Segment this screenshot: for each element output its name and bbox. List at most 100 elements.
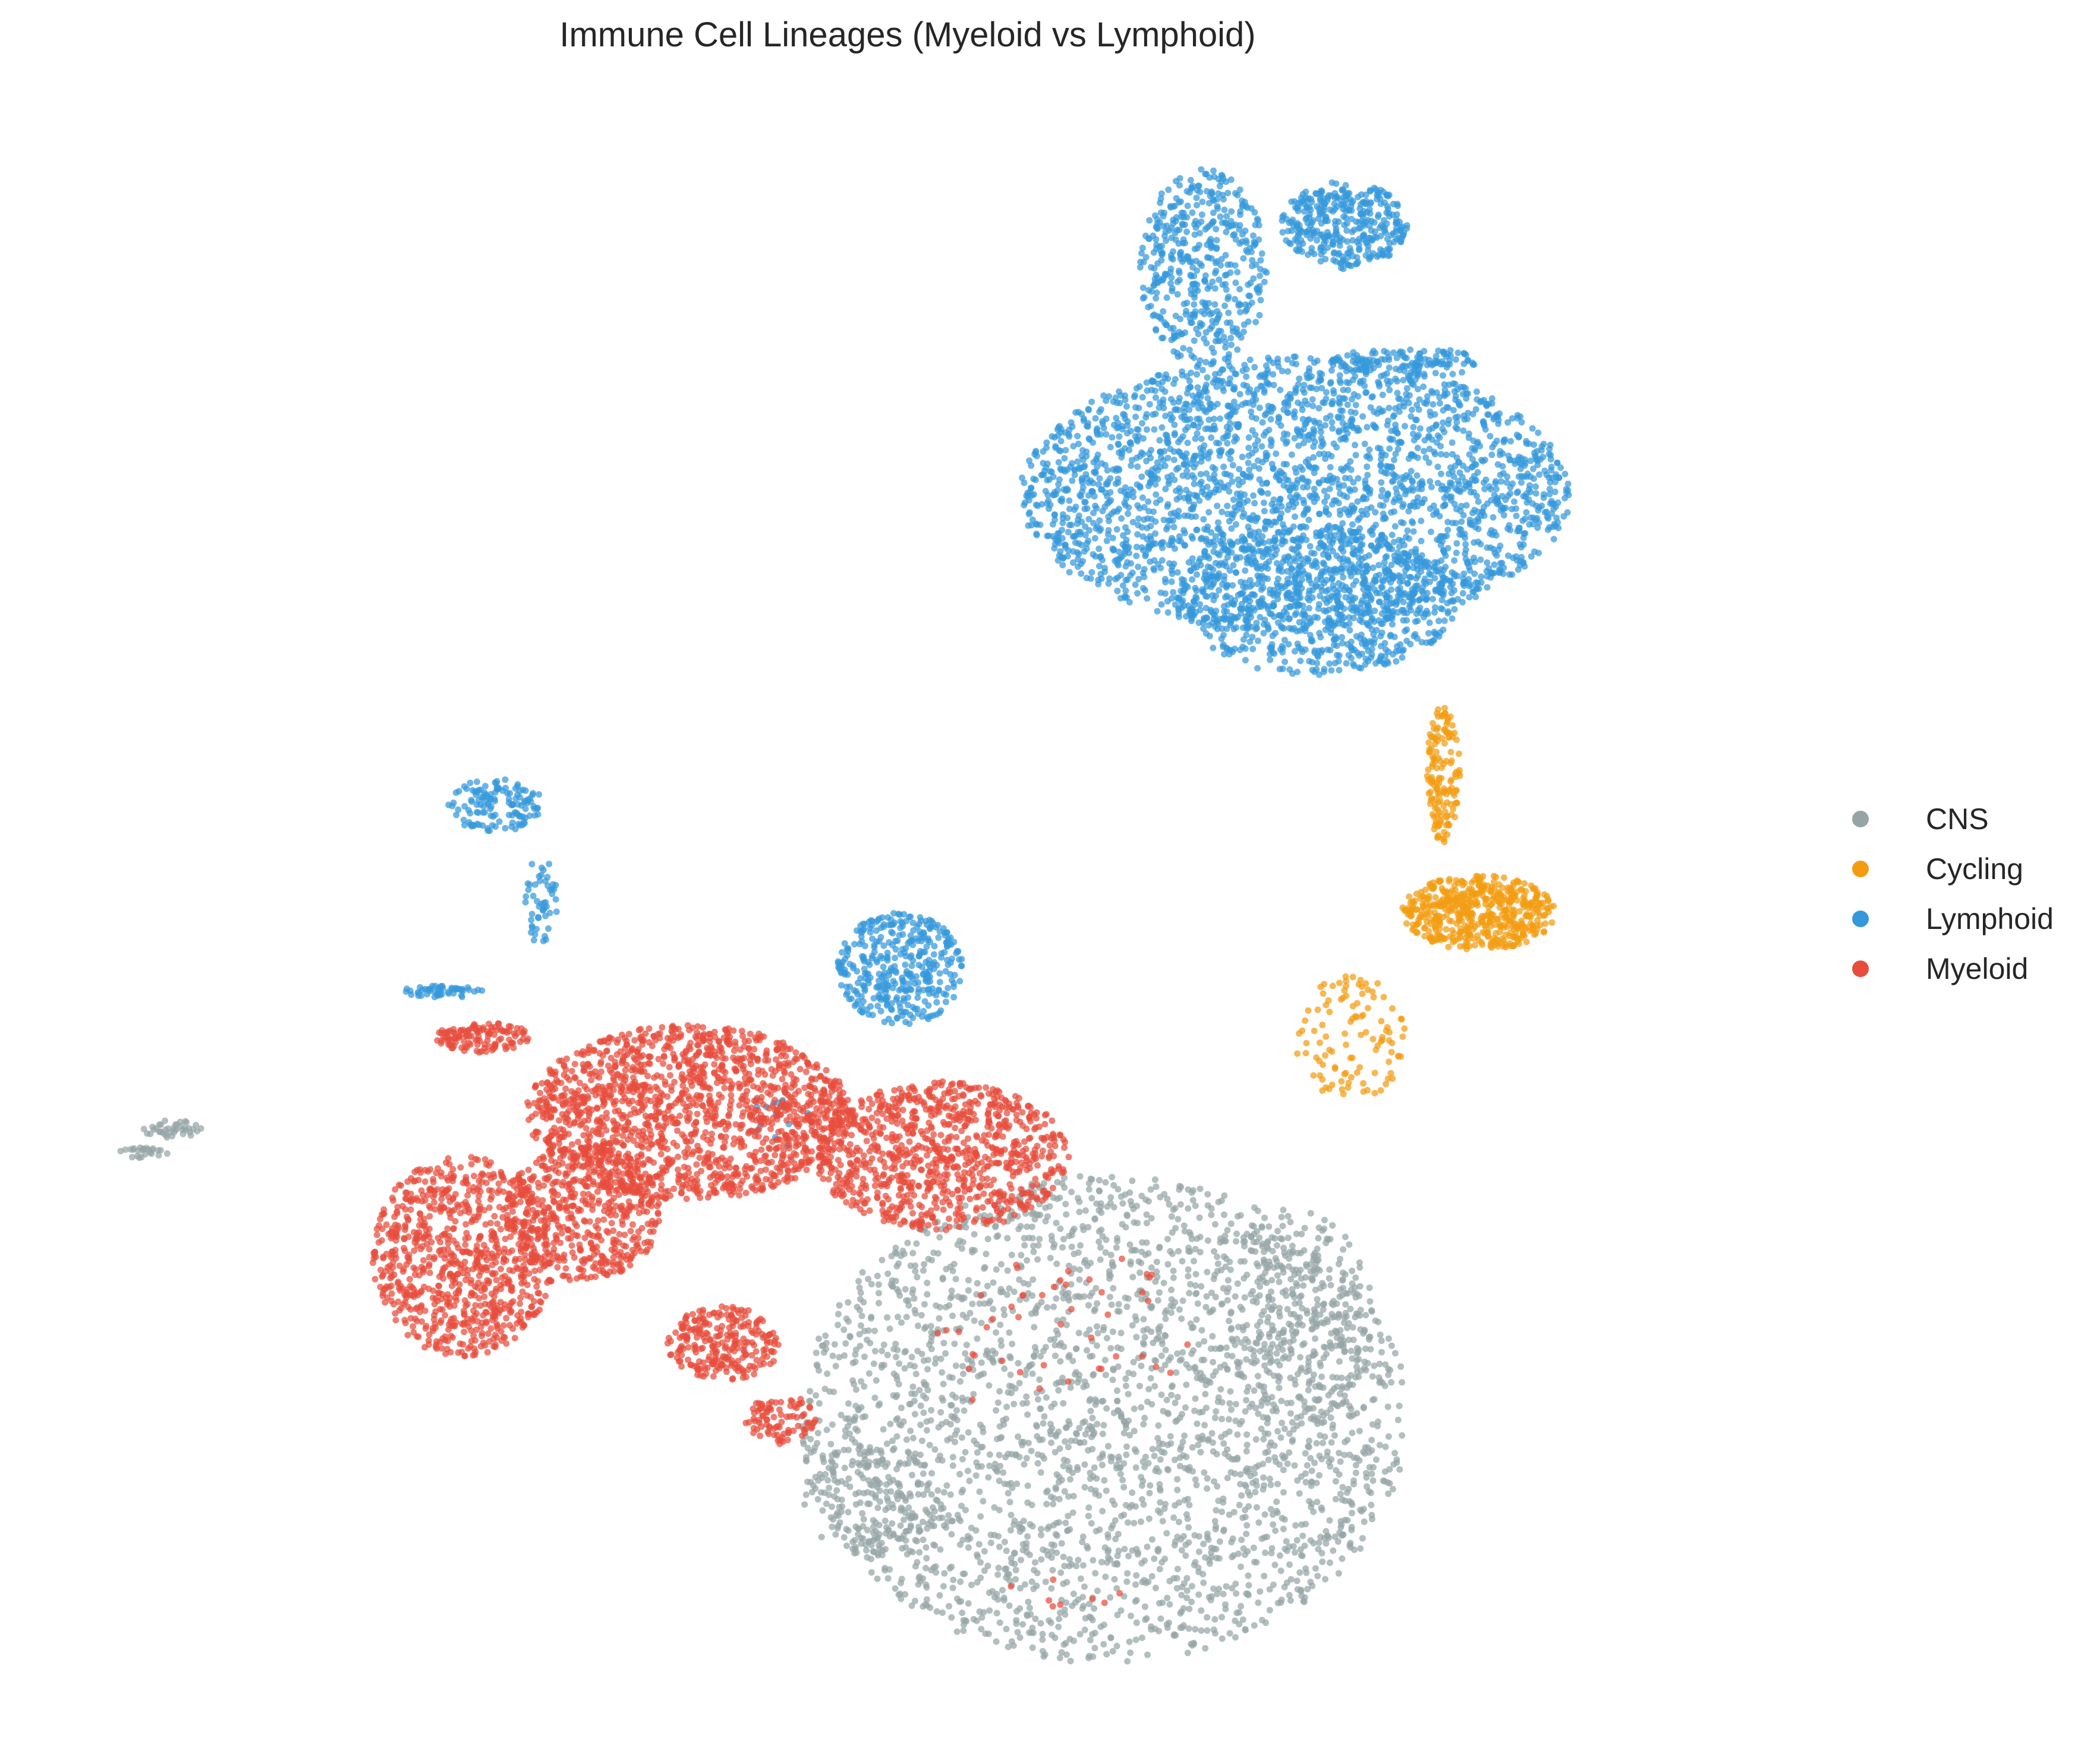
data-point <box>1315 1224 1323 1231</box>
data-point <box>1327 1463 1334 1470</box>
data-point <box>1434 806 1441 813</box>
data-point <box>858 1378 865 1385</box>
data-point <box>849 1377 857 1384</box>
data-point <box>861 1327 868 1334</box>
data-point <box>1223 1583 1230 1590</box>
data-point <box>1032 1308 1038 1314</box>
data-point <box>1173 1585 1180 1592</box>
data-point <box>1103 1405 1110 1412</box>
data-point <box>1266 1586 1273 1593</box>
data-point <box>1115 1300 1122 1308</box>
data-point <box>1366 1449 1372 1456</box>
data-point <box>1020 1517 1027 1524</box>
data-point <box>1326 1275 1333 1282</box>
data-point <box>1520 894 1527 902</box>
data-point <box>1309 1319 1316 1325</box>
data-point <box>1121 1545 1128 1552</box>
data-point <box>1305 1355 1312 1361</box>
data-point <box>1232 1634 1239 1641</box>
data-point <box>1024 1533 1031 1540</box>
data-point <box>1192 1290 1199 1297</box>
data-point <box>1084 1543 1091 1550</box>
data-point <box>974 1280 981 1287</box>
data-point <box>1346 1241 1353 1248</box>
data-point <box>1540 494 1547 501</box>
data-point <box>1028 1361 1035 1368</box>
data-point <box>1141 1557 1148 1564</box>
data-point <box>1540 929 1547 936</box>
data-point <box>1317 983 1324 990</box>
data-point <box>949 1312 956 1319</box>
data-point <box>977 1559 984 1566</box>
data-point <box>1162 1346 1169 1353</box>
data-point <box>1336 1261 1342 1268</box>
data-point <box>1336 1358 1343 1365</box>
data-point <box>1012 1576 1019 1583</box>
data-point <box>1087 1396 1094 1403</box>
data-point <box>1384 421 1391 429</box>
data-point <box>1443 822 1450 829</box>
data-point <box>1094 1330 1101 1337</box>
data-point <box>971 1437 978 1444</box>
data-point <box>1243 373 1250 380</box>
data-point <box>1178 1592 1185 1599</box>
data-point <box>1456 767 1463 774</box>
data-point <box>974 1579 981 1586</box>
data-point <box>1305 1367 1312 1374</box>
data-point <box>1087 1636 1094 1643</box>
data-point <box>1318 1506 1326 1513</box>
data-point <box>1312 1286 1319 1293</box>
data-point <box>993 1609 1000 1617</box>
data-point <box>1314 1302 1321 1309</box>
data-point <box>1321 1052 1328 1059</box>
data-point <box>1268 1357 1275 1365</box>
data-point <box>959 1239 966 1246</box>
data-point <box>1177 1610 1184 1617</box>
data-point <box>1274 1334 1282 1341</box>
data-point <box>1336 1312 1343 1319</box>
data-point <box>969 1300 976 1308</box>
data-point <box>1085 1224 1092 1231</box>
data-point <box>1315 1539 1323 1546</box>
data-point <box>1267 1350 1274 1357</box>
data-point <box>1267 1505 1274 1513</box>
data-point <box>863 1464 870 1471</box>
data-point <box>1340 1284 1347 1292</box>
data-point <box>981 1265 988 1272</box>
data-point <box>1122 1224 1129 1231</box>
data-point <box>1113 1244 1120 1251</box>
data-point <box>1164 1261 1172 1268</box>
data-point <box>882 1546 889 1553</box>
data-point <box>1000 1469 1007 1476</box>
data-point <box>948 1614 955 1621</box>
data-point <box>1277 1235 1284 1242</box>
data-point <box>1268 1306 1275 1314</box>
data-point <box>1219 1508 1225 1516</box>
data-point <box>1158 1352 1165 1359</box>
data-point <box>1328 1439 1335 1446</box>
data-point <box>984 1347 990 1354</box>
data-point <box>1345 1381 1352 1388</box>
data-point <box>1076 1631 1084 1638</box>
data-point <box>1208 1211 1215 1218</box>
data-point <box>1432 894 1439 901</box>
data-point <box>973 1617 980 1624</box>
data-point <box>1004 1267 1011 1274</box>
data-point <box>1191 1640 1198 1648</box>
data-point <box>1186 1501 1193 1508</box>
data-point <box>1341 1451 1348 1459</box>
data-point <box>984 1236 991 1243</box>
data-point <box>1341 1392 1348 1399</box>
data-point <box>1114 1530 1122 1538</box>
data-point <box>1081 1439 1088 1446</box>
data-point <box>842 1415 849 1422</box>
data-point <box>1190 1187 1197 1194</box>
data-point <box>1015 1360 1022 1367</box>
data-point <box>1466 931 1473 938</box>
data-point <box>1514 878 1521 885</box>
data-point <box>1100 1324 1107 1331</box>
data-point <box>1365 1336 1372 1343</box>
data-point <box>995 1564 1002 1571</box>
data-point <box>1141 1603 1148 1610</box>
data-point <box>1144 1544 1151 1551</box>
